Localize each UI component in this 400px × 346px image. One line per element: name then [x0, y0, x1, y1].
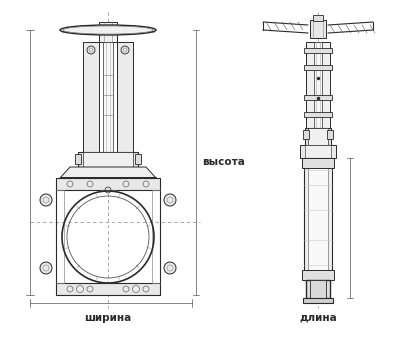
Bar — [327, 130, 333, 139]
Bar — [303, 298, 333, 303]
Bar — [75, 154, 81, 164]
Circle shape — [164, 262, 176, 274]
Circle shape — [87, 46, 95, 54]
Polygon shape — [60, 167, 156, 178]
Circle shape — [105, 187, 111, 193]
Bar — [56, 283, 160, 295]
Bar — [304, 95, 332, 100]
Text: длина: длина — [299, 313, 337, 323]
Circle shape — [121, 46, 129, 54]
Bar — [308, 158, 328, 280]
Bar — [308, 128, 328, 145]
Bar — [302, 270, 334, 280]
Bar — [103, 42, 113, 165]
Bar — [99, 22, 117, 42]
Bar — [306, 280, 330, 298]
Circle shape — [40, 194, 52, 206]
Bar — [305, 145, 331, 158]
Bar — [117, 42, 133, 155]
Circle shape — [132, 285, 140, 292]
Bar — [83, 152, 133, 168]
Bar — [310, 20, 326, 38]
Circle shape — [76, 285, 84, 292]
Ellipse shape — [60, 25, 156, 35]
Bar — [300, 145, 336, 158]
Bar — [60, 177, 156, 185]
Bar — [313, 15, 323, 21]
Bar — [304, 65, 332, 70]
Bar — [56, 178, 160, 190]
Bar — [83, 42, 99, 155]
Bar — [303, 130, 309, 139]
Bar — [135, 154, 141, 164]
Circle shape — [40, 262, 52, 274]
Bar — [304, 48, 332, 53]
Bar — [306, 42, 330, 128]
Text: высота: высота — [202, 157, 245, 167]
Bar — [78, 152, 138, 168]
Bar — [304, 158, 332, 280]
Circle shape — [164, 194, 176, 206]
Bar — [304, 112, 332, 117]
Text: ширина: ширина — [84, 313, 132, 323]
Bar — [305, 128, 331, 145]
Bar — [302, 158, 334, 168]
Bar — [310, 280, 326, 298]
Bar — [314, 42, 322, 128]
